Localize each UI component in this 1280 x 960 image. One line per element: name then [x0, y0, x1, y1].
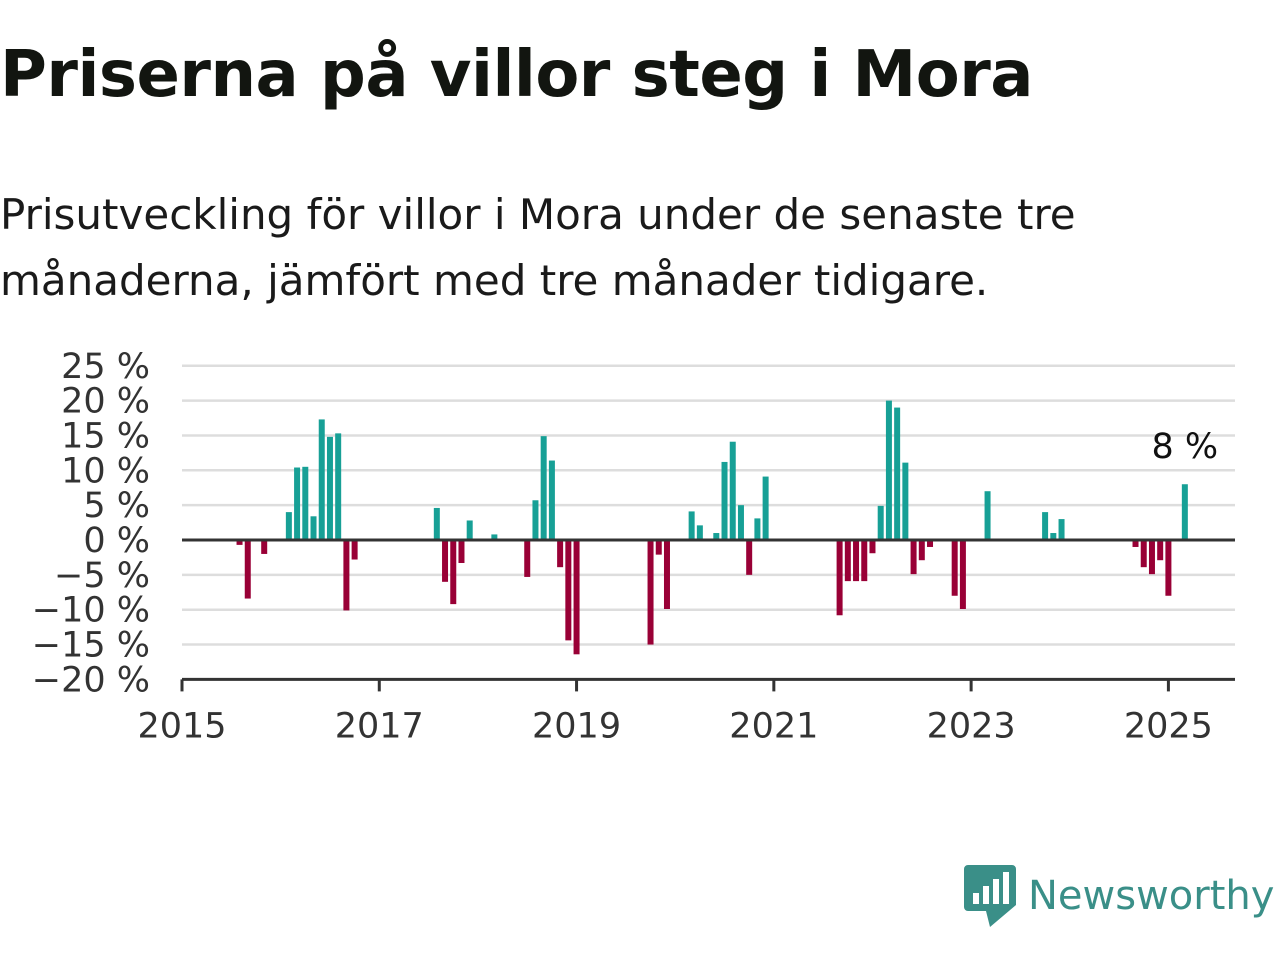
bar [351, 540, 358, 560]
bar [491, 534, 498, 540]
x-tick-label: 2015 [137, 706, 226, 746]
y-tick-label: −10 % [32, 591, 150, 631]
brand-name: Newsworthy [1028, 873, 1275, 919]
bar [302, 466, 309, 540]
y-tick-label: 10 % [61, 451, 150, 491]
bar [450, 540, 457, 605]
bar [696, 525, 703, 540]
latest-value-label: 8 % [1152, 427, 1219, 467]
bar [285, 512, 292, 540]
bar [729, 441, 736, 540]
bar [959, 540, 966, 609]
bar [984, 491, 991, 540]
bar [721, 461, 728, 540]
bar [688, 511, 695, 540]
bar [326, 436, 333, 540]
y-tick-label: −15 % [32, 626, 150, 666]
bar [573, 540, 580, 655]
bar [466, 520, 473, 540]
y-tick-label: 25 % [61, 347, 150, 387]
bar [1148, 540, 1155, 575]
bar [762, 476, 769, 540]
bar [647, 540, 654, 645]
bar [310, 516, 317, 540]
x-tick-label: 2025 [1124, 706, 1213, 746]
bar [853, 540, 860, 582]
bar [663, 540, 670, 609]
bar [861, 540, 868, 582]
bar [894, 407, 901, 540]
bar [737, 505, 744, 540]
y-tick-label: 0 % [83, 521, 150, 561]
chart-subtitle: Prisutveckling för villor i Mora under d… [0, 190, 1076, 305]
bar [746, 540, 753, 575]
bar [540, 436, 547, 540]
bar [877, 505, 884, 540]
bar [836, 540, 843, 616]
bar [318, 419, 325, 540]
x-tick-label: 2017 [335, 706, 424, 746]
bar [1165, 540, 1172, 596]
bar [869, 540, 876, 554]
bar [910, 540, 917, 575]
bar [1042, 512, 1049, 540]
bar [335, 433, 342, 540]
y-tick-label: 20 % [61, 382, 150, 422]
bar [844, 540, 851, 582]
y-tick-label: 5 % [83, 486, 150, 526]
x-tick-label: 2021 [729, 706, 818, 746]
bar [927, 540, 934, 547]
bar [442, 540, 449, 582]
bar [565, 540, 572, 641]
bar [1140, 540, 1147, 568]
bar [655, 540, 662, 555]
bar [557, 540, 564, 568]
x-tick-label: 2019 [532, 706, 621, 746]
bar [713, 533, 720, 540]
bar [1181, 484, 1188, 540]
bar [244, 540, 251, 599]
y-tick-label: −20 % [32, 660, 150, 700]
bar [1058, 519, 1065, 540]
bar [951, 540, 958, 596]
bar [885, 400, 892, 540]
bar [524, 540, 531, 577]
bar [1050, 533, 1057, 540]
bar [902, 462, 909, 540]
bar [1132, 540, 1139, 547]
bar [294, 467, 301, 540]
bar [261, 540, 268, 554]
bar [548, 460, 555, 540]
x-tick-label: 2023 [927, 706, 1016, 746]
bar-chart-speech-bubble-icon [964, 865, 1016, 927]
bar [918, 540, 925, 561]
bar [236, 540, 243, 545]
y-tick-label: 15 % [61, 416, 150, 456]
chart-title: Priserna på villor steg i Mora [0, 38, 1033, 112]
y-tick-label: −5 % [54, 556, 150, 596]
bar [458, 540, 465, 563]
newsworthy-logo: Newsworthy [964, 864, 1274, 928]
bar [343, 540, 350, 611]
bar [532, 500, 539, 540]
bar [433, 507, 440, 540]
bar [1157, 540, 1164, 561]
bar [754, 518, 761, 540]
